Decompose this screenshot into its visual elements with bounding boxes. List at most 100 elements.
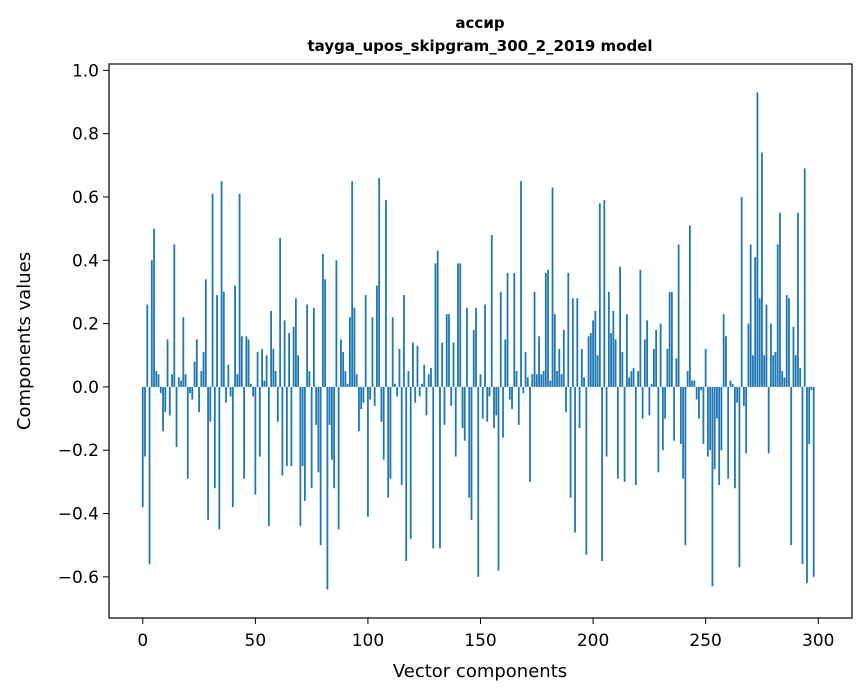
- bar: [594, 310, 597, 387]
- bar: [506, 272, 509, 387]
- bar: [639, 269, 642, 387]
- y-axis-label: Components values: [14, 252, 35, 430]
- bar: [157, 374, 160, 387]
- bar: [716, 386, 718, 419]
- bar: [691, 380, 694, 387]
- bar: [312, 307, 315, 387]
- bar: [319, 386, 322, 546]
- bar: [281, 386, 284, 476]
- x-tick-label: 150: [464, 631, 496, 651]
- bar: [412, 342, 414, 387]
- bar: [731, 383, 734, 387]
- bar: [650, 383, 653, 387]
- bar: [240, 336, 243, 387]
- bar: [317, 386, 320, 473]
- bar: [162, 386, 164, 432]
- y-tick-label: −0.2: [58, 441, 99, 461]
- bar: [776, 244, 779, 387]
- bar: [544, 272, 547, 387]
- bar: [779, 212, 781, 387]
- bar: [801, 386, 804, 565]
- bar: [164, 386, 167, 413]
- bar: [580, 348, 583, 387]
- bar: [810, 386, 813, 391]
- bar: [265, 355, 268, 387]
- bar: [421, 383, 423, 387]
- bar: [673, 386, 676, 441]
- bar: [517, 386, 520, 425]
- bar: [294, 298, 297, 387]
- bar: [432, 386, 435, 549]
- bar: [144, 386, 146, 457]
- bar: [459, 263, 462, 387]
- bar: [490, 234, 493, 387]
- bar: [666, 348, 669, 387]
- bar: [211, 193, 214, 387]
- bar: [542, 371, 545, 387]
- bar: [740, 196, 743, 387]
- bar: [664, 386, 667, 419]
- bar: [243, 386, 245, 479]
- y-tick-label: 0.2: [72, 315, 99, 335]
- bar: [351, 181, 354, 387]
- bar: [204, 279, 207, 387]
- bar: [774, 352, 777, 387]
- bar: [535, 374, 538, 387]
- bar: [702, 386, 705, 444]
- y-tick-label: 1.0: [72, 61, 99, 81]
- bar: [783, 377, 786, 387]
- bar: [722, 314, 725, 387]
- bar: [790, 386, 793, 546]
- bar: [418, 386, 421, 397]
- bar: [394, 383, 396, 387]
- bar: [526, 377, 529, 387]
- bar: [607, 291, 610, 387]
- bar: [711, 386, 714, 587]
- bar: [725, 336, 727, 387]
- bar: [209, 386, 212, 422]
- bar: [785, 295, 788, 387]
- bar: [279, 238, 282, 387]
- bar: [416, 345, 419, 387]
- bar: [770, 323, 772, 387]
- bar: [772, 355, 775, 387]
- bar: [153, 228, 155, 387]
- bar: [407, 371, 410, 387]
- bar: [754, 257, 757, 387]
- bar: [684, 386, 687, 546]
- y-tick-label: 0.8: [72, 125, 99, 145]
- bar: [574, 386, 576, 533]
- bar: [679, 386, 682, 444]
- bar: [168, 386, 171, 416]
- chart-subtitle: tayga_upos_skipgram_300_2_2019 model: [308, 37, 653, 55]
- bar: [173, 244, 176, 387]
- bar: [445, 314, 448, 387]
- bar: [274, 371, 277, 387]
- bar: [427, 374, 430, 387]
- bar: [346, 383, 349, 387]
- bar: [688, 225, 691, 387]
- plot-frame: [108, 63, 853, 619]
- bar: [657, 386, 660, 473]
- bar: [448, 314, 450, 387]
- bar: [382, 386, 385, 460]
- bar: [200, 371, 203, 387]
- bar: [443, 386, 446, 425]
- bar: [808, 386, 811, 444]
- bar: [333, 386, 336, 489]
- bar: [454, 386, 457, 457]
- bar: [252, 386, 254, 397]
- bar: [524, 352, 527, 387]
- bar: [238, 193, 241, 387]
- y-tick-label: −0.4: [58, 505, 99, 525]
- bar: [376, 285, 378, 387]
- bar: [193, 361, 196, 387]
- bar: [661, 386, 664, 451]
- bar: [430, 367, 432, 387]
- bar: [475, 307, 477, 387]
- bar: [605, 386, 608, 457]
- bar: [308, 371, 311, 387]
- bar: [655, 329, 658, 387]
- bar: [558, 348, 561, 387]
